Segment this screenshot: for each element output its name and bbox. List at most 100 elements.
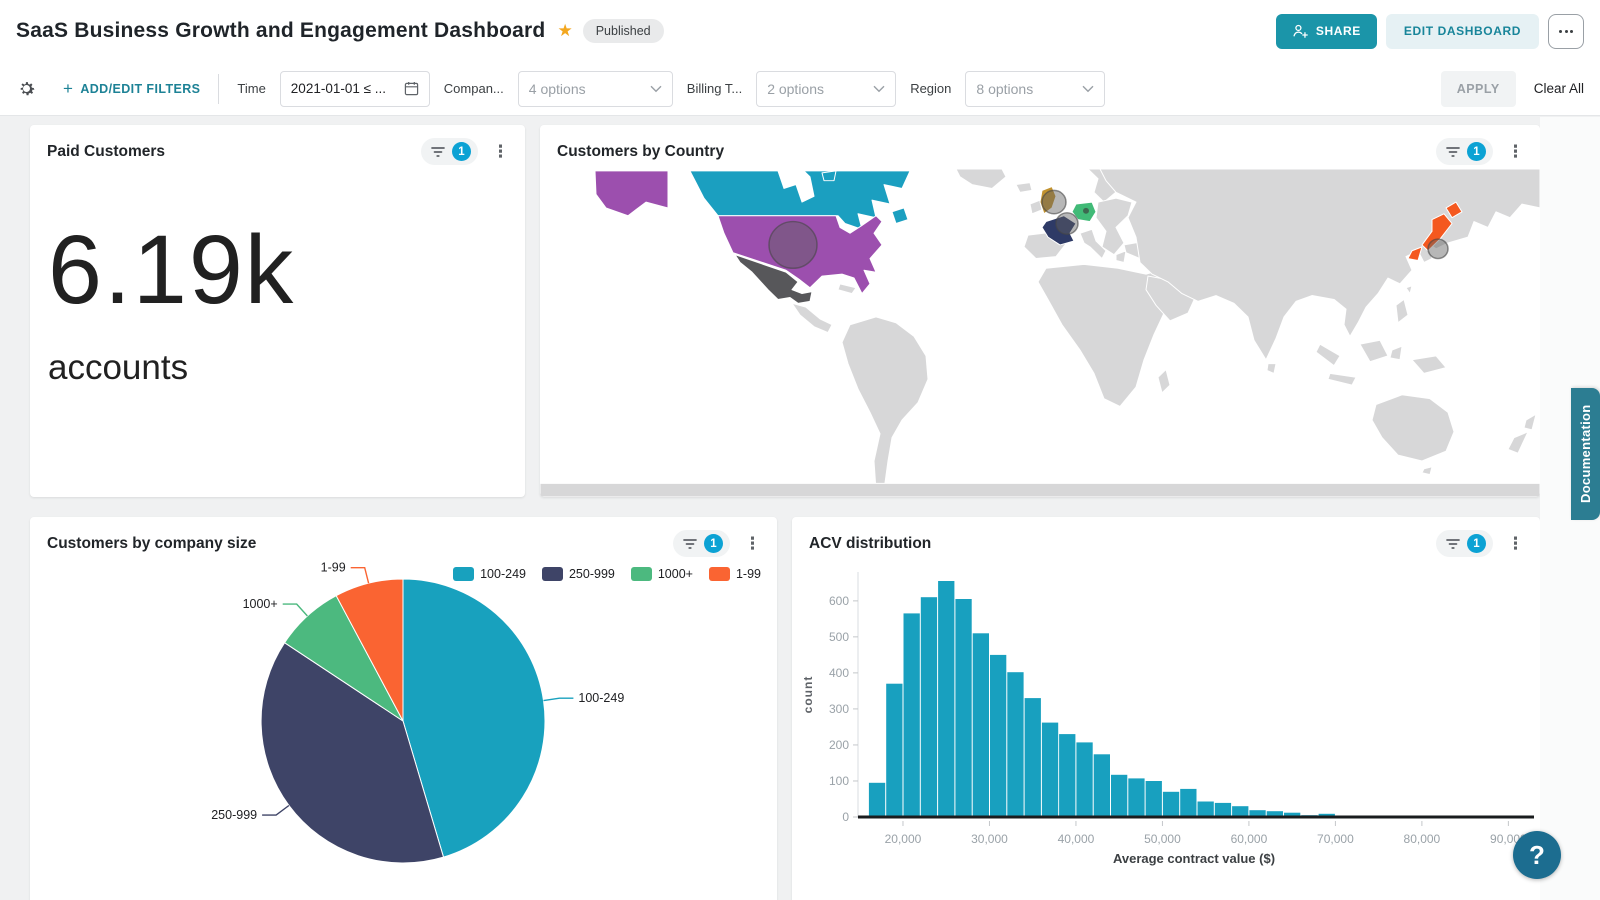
clear-all-button[interactable]: Clear All bbox=[1533, 81, 1584, 96]
svg-text:30,000: 30,000 bbox=[971, 832, 1008, 846]
tile-title: ACV distribution bbox=[809, 534, 932, 552]
svg-text:0: 0 bbox=[842, 810, 849, 824]
svg-text:500: 500 bbox=[829, 630, 849, 644]
svg-text:70,000: 70,000 bbox=[1317, 832, 1354, 846]
marker-uk bbox=[1041, 189, 1067, 215]
pie-legend: 100-249 250-999 1000+ 1-99 bbox=[453, 567, 761, 581]
country-japan[interactable] bbox=[1421, 213, 1453, 252]
svg-text:300: 300 bbox=[829, 702, 849, 716]
tile-title: Customers by Country bbox=[557, 142, 725, 160]
country-usa[interactable] bbox=[717, 215, 883, 295]
filter-count-badge: 1 bbox=[452, 142, 471, 161]
filter-count-badge: 1 bbox=[1467, 142, 1486, 161]
marker-usa bbox=[768, 220, 818, 270]
svg-text:200: 200 bbox=[829, 738, 849, 752]
tile-menu-button[interactable]: ⋮ bbox=[1507, 534, 1524, 553]
svg-text:count: count bbox=[801, 676, 815, 714]
legend-swatch bbox=[630, 567, 652, 581]
filter-icon bbox=[431, 146, 445, 157]
favorite-star-icon[interactable]: ★ bbox=[557, 21, 573, 40]
region-filter-select[interactable]: 8 options bbox=[965, 70, 1106, 107]
legend-label: 250-999 bbox=[568, 567, 615, 581]
svg-text:100-249: 100-249 bbox=[578, 691, 624, 705]
dashboard-canvas: Paid Customers 1 ⋮ 6.19k accounts Custom… bbox=[0, 116, 1600, 900]
legend-swatch bbox=[453, 567, 475, 581]
svg-text:1-99: 1-99 bbox=[321, 561, 346, 575]
tile-title: Customers by company size bbox=[47, 534, 257, 552]
edit-dashboard-button[interactable]: EDIT DASHBOARD bbox=[1385, 13, 1539, 49]
tile-title: Paid Customers bbox=[47, 142, 166, 160]
country-japan[interactable] bbox=[1407, 246, 1423, 261]
country-mexico[interactable] bbox=[734, 254, 813, 304]
svg-text:400: 400 bbox=[829, 666, 849, 680]
legend-label: 100-249 bbox=[480, 567, 526, 581]
chevron-down-icon bbox=[873, 85, 885, 92]
histogram-chart[interactable]: 0 100 200 300 400 500 600 20,000 30,000 40,000 50,… bbox=[792, 561, 1540, 900]
marker-japan bbox=[1427, 238, 1449, 260]
time-filter-label: Time bbox=[237, 81, 266, 96]
legend-item[interactable]: 1-99 bbox=[708, 567, 761, 581]
share-button[interactable]: SHARE bbox=[1275, 13, 1377, 49]
country-canada-island[interactable] bbox=[891, 207, 909, 224]
divider bbox=[218, 73, 220, 104]
filter-icon bbox=[1446, 538, 1460, 549]
tile-filter-button[interactable]: 1 bbox=[673, 530, 730, 557]
svg-text:40,000: 40,000 bbox=[1058, 832, 1095, 846]
world-map[interactable] bbox=[540, 169, 1540, 497]
map-land-no-data bbox=[540, 169, 1540, 497]
svg-text:60,000: 60,000 bbox=[1231, 832, 1268, 846]
tile-filter-button[interactable]: 1 bbox=[421, 138, 478, 165]
filter-count-badge: 1 bbox=[704, 534, 723, 553]
filter-icon bbox=[1446, 146, 1460, 157]
gear-icon[interactable] bbox=[16, 78, 37, 99]
tile-menu-button[interactable]: ⋮ bbox=[1507, 142, 1524, 161]
legend-swatch bbox=[541, 567, 563, 581]
tile-filter-button[interactable]: 1 bbox=[1436, 530, 1493, 557]
legend-label: 1000+ bbox=[657, 567, 693, 581]
documentation-tab[interactable]: Documentation bbox=[1571, 388, 1600, 520]
svg-text:20,000: 20,000 bbox=[885, 832, 922, 846]
company-filter-label: Compan... bbox=[443, 81, 504, 96]
svg-text:80,000: 80,000 bbox=[1404, 832, 1441, 846]
tile-customers-by-country: Customers by Country 1 ⋮ bbox=[540, 125, 1540, 497]
billing-filter-select[interactable]: 2 options bbox=[756, 70, 897, 107]
legend-item[interactable]: 1000+ bbox=[630, 567, 693, 581]
tile-paid-customers: Paid Customers 1 ⋮ 6.19k accounts bbox=[30, 125, 525, 497]
tile-filter-button[interactable]: 1 bbox=[1436, 138, 1493, 165]
chevron-down-icon bbox=[1082, 85, 1094, 92]
company-filter-select[interactable]: 4 options bbox=[517, 70, 673, 107]
share-label: SHARE bbox=[1315, 24, 1361, 38]
kpi-unit: accounts bbox=[48, 348, 189, 387]
country-uk[interactable] bbox=[1039, 186, 1057, 215]
legend-item[interactable]: 100-249 bbox=[453, 567, 526, 581]
published-badge: Published bbox=[582, 19, 664, 43]
country-usa-alaska[interactable] bbox=[594, 170, 669, 217]
country-japan[interactable] bbox=[1445, 201, 1463, 219]
tile-menu-button[interactable]: ⋮ bbox=[492, 142, 509, 161]
svg-text:250-999: 250-999 bbox=[211, 808, 257, 822]
calendar-icon bbox=[404, 81, 418, 96]
tile-customers-by-company-size: Customers by company size 1 ⋮ 100-249 250… bbox=[30, 517, 777, 900]
map-markers bbox=[768, 189, 1449, 270]
svg-text:50,000: 50,000 bbox=[1144, 832, 1181, 846]
legend-swatch bbox=[708, 567, 730, 581]
more-options-button[interactable] bbox=[1548, 13, 1584, 49]
time-filter-input[interactable]: 2021-01-01 ≤ ... bbox=[279, 70, 430, 107]
app-header: SaaS Business Growth and Engagement Dash… bbox=[0, 0, 1600, 62]
svg-text:100: 100 bbox=[829, 774, 849, 788]
add-edit-filters-button[interactable]: + ADD/EDIT FILTERS bbox=[63, 78, 201, 98]
svg-text:Average contract value ($): Average contract value ($) bbox=[1113, 851, 1275, 866]
plus-icon: + bbox=[63, 78, 74, 98]
country-canada-island[interactable] bbox=[821, 170, 837, 182]
legend-label: 1-99 bbox=[735, 567, 761, 581]
page-title: SaaS Business Growth and Engagement Dash… bbox=[16, 19, 546, 42]
person-add-icon bbox=[1293, 24, 1308, 38]
marker-france bbox=[1055, 212, 1079, 235]
help-button[interactable]: ? bbox=[1513, 831, 1561, 879]
pie-chart[interactable]: 100-249 250-999 1000+ 1-99 bbox=[30, 561, 777, 900]
legend-item[interactable]: 250-999 bbox=[541, 567, 615, 581]
svg-text:1000+: 1000+ bbox=[243, 597, 278, 611]
tile-menu-button[interactable]: ⋮ bbox=[744, 534, 761, 553]
apply-button[interactable]: APPLY bbox=[1440, 70, 1516, 107]
region-filter-label: Region bbox=[910, 81, 952, 96]
